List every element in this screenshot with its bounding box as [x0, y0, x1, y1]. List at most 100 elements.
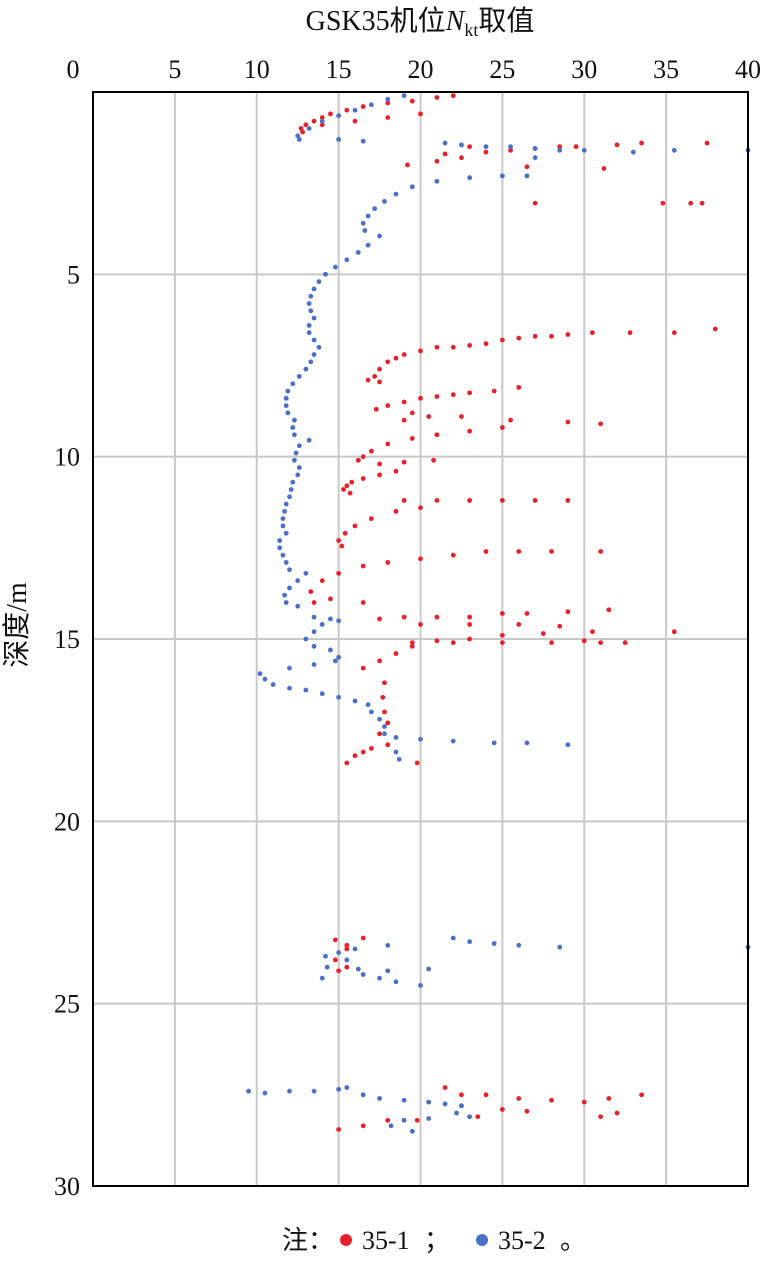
- data-point-35-1: [475, 1114, 481, 1120]
- data-point-35-2: [292, 417, 297, 423]
- data-point-35-1: [524, 164, 530, 170]
- data-point-35-1: [450, 640, 456, 646]
- data-point-35-1: [467, 144, 473, 150]
- data-point-35-1: [336, 538, 342, 543]
- data-point-35-2: [296, 443, 302, 449]
- data-point-35-2: [292, 457, 297, 463]
- data-point-35-2: [283, 403, 289, 409]
- data-point-35-1: [508, 417, 513, 423]
- data-point-35-1: [434, 498, 440, 503]
- data-point-35-2: [246, 1088, 251, 1094]
- data-point-35-1: [341, 487, 346, 492]
- data-point-35-1: [434, 344, 440, 350]
- data-point-35-2: [382, 199, 387, 204]
- data-point-35-2: [401, 93, 407, 99]
- data-point-35-2: [311, 643, 317, 649]
- data-point-35-1: [360, 1123, 366, 1129]
- data-point-35-2: [270, 682, 276, 687]
- data-point-35-1: [483, 341, 489, 347]
- data-point-35-2: [401, 1117, 407, 1123]
- data-point-35-2: [532, 146, 538, 151]
- data-point-35-1: [499, 498, 505, 503]
- data-point-35-2: [290, 479, 296, 485]
- data-point-35-2: [382, 731, 387, 737]
- data-point-35-2: [328, 647, 333, 653]
- data-point-35-1: [377, 616, 382, 622]
- data-point-35-2: [311, 662, 317, 667]
- data-point-35-2: [382, 724, 387, 729]
- data-point-35-2: [308, 308, 314, 314]
- data-point-35-2: [418, 983, 423, 988]
- data-point-35-1: [434, 432, 440, 438]
- data-point-35-1: [532, 498, 538, 503]
- data-point-35-1: [459, 1092, 464, 1098]
- data-point-35-2: [287, 685, 292, 691]
- data-point-35-2: [336, 618, 342, 624]
- data-point-35-1: [409, 643, 415, 649]
- data-point-35-1: [409, 98, 415, 104]
- data-point-35-1: [434, 394, 440, 399]
- data-point-35-1: [573, 144, 579, 150]
- data-point-35-2: [257, 671, 263, 677]
- y-tick-label: 25: [54, 990, 80, 1019]
- data-point-35-1: [344, 483, 350, 489]
- data-point-35-2: [426, 1116, 432, 1121]
- data-point-35-2: [450, 738, 456, 744]
- data-point-35-2: [396, 756, 402, 762]
- legend-label-35-2: 35-2: [498, 1226, 546, 1255]
- data-point-35-2: [344, 957, 350, 963]
- data-point-35-2: [296, 465, 302, 471]
- data-point-35-1: [557, 623, 563, 629]
- data-point-35-1: [524, 611, 530, 616]
- data-point-35-2: [565, 742, 571, 748]
- data-point-35-1: [352, 118, 358, 124]
- data-point-35-2: [368, 709, 374, 715]
- data-point-35-2: [280, 523, 286, 529]
- data-point-35-1: [418, 395, 423, 401]
- x-tick-labels: 0 5 10 15 20 25 30 35 40: [67, 55, 762, 84]
- data-point-35-1: [401, 498, 407, 503]
- data-point-35-1: [671, 330, 677, 336]
- data-point-35-1: [414, 760, 420, 766]
- data-point-35-2: [303, 687, 309, 693]
- data-point-35-1: [565, 609, 571, 615]
- data-point-35-1: [377, 731, 382, 737]
- data-point-35-2: [393, 735, 399, 740]
- data-point-35-2: [401, 1097, 407, 1103]
- data-point-35-1: [319, 122, 325, 128]
- legend-suffix: 。: [560, 1226, 586, 1255]
- data-point-35-2: [524, 740, 530, 746]
- data-point-35-1: [434, 158, 440, 164]
- data-point-35-1: [328, 596, 333, 602]
- data-point-35-2: [459, 142, 464, 148]
- data-point-35-2: [360, 138, 366, 144]
- legend: 注： 35-1 ； 35-2 。: [282, 1226, 586, 1255]
- data-point-35-2: [306, 126, 312, 131]
- data-point-35-1: [557, 144, 563, 150]
- data-point-35-1: [385, 403, 391, 409]
- data-point-35-2: [344, 1085, 350, 1090]
- data-point-35-2: [306, 330, 312, 336]
- data-point-35-2: [319, 691, 325, 697]
- x-axis-title-post: 取值: [478, 5, 534, 37]
- data-point-35-2: [377, 1096, 382, 1101]
- data-point-35-2: [499, 173, 505, 179]
- x-tick-label: 30: [571, 55, 597, 84]
- data-point-35-2: [285, 388, 291, 394]
- data-point-35-2: [393, 979, 399, 985]
- legend-marker-35-1: [340, 1234, 352, 1246]
- data-point-35-2: [557, 147, 563, 153]
- data-point-35-2: [467, 939, 473, 945]
- data-point-35-2: [311, 1088, 317, 1094]
- data-point-35-1: [704, 140, 710, 146]
- data-point-35-2: [283, 560, 289, 565]
- data-point-35-2: [557, 944, 563, 950]
- data-point-35-1: [516, 384, 522, 390]
- y-axis-title: 深度/m: [1, 582, 33, 668]
- data-point-35-2: [385, 968, 391, 974]
- data-point-35-1: [328, 111, 333, 117]
- data-point-35-2: [283, 600, 289, 605]
- data-point-35-1: [393, 468, 399, 474]
- data-point-35-2: [296, 137, 302, 142]
- data-point-35-2: [491, 740, 497, 746]
